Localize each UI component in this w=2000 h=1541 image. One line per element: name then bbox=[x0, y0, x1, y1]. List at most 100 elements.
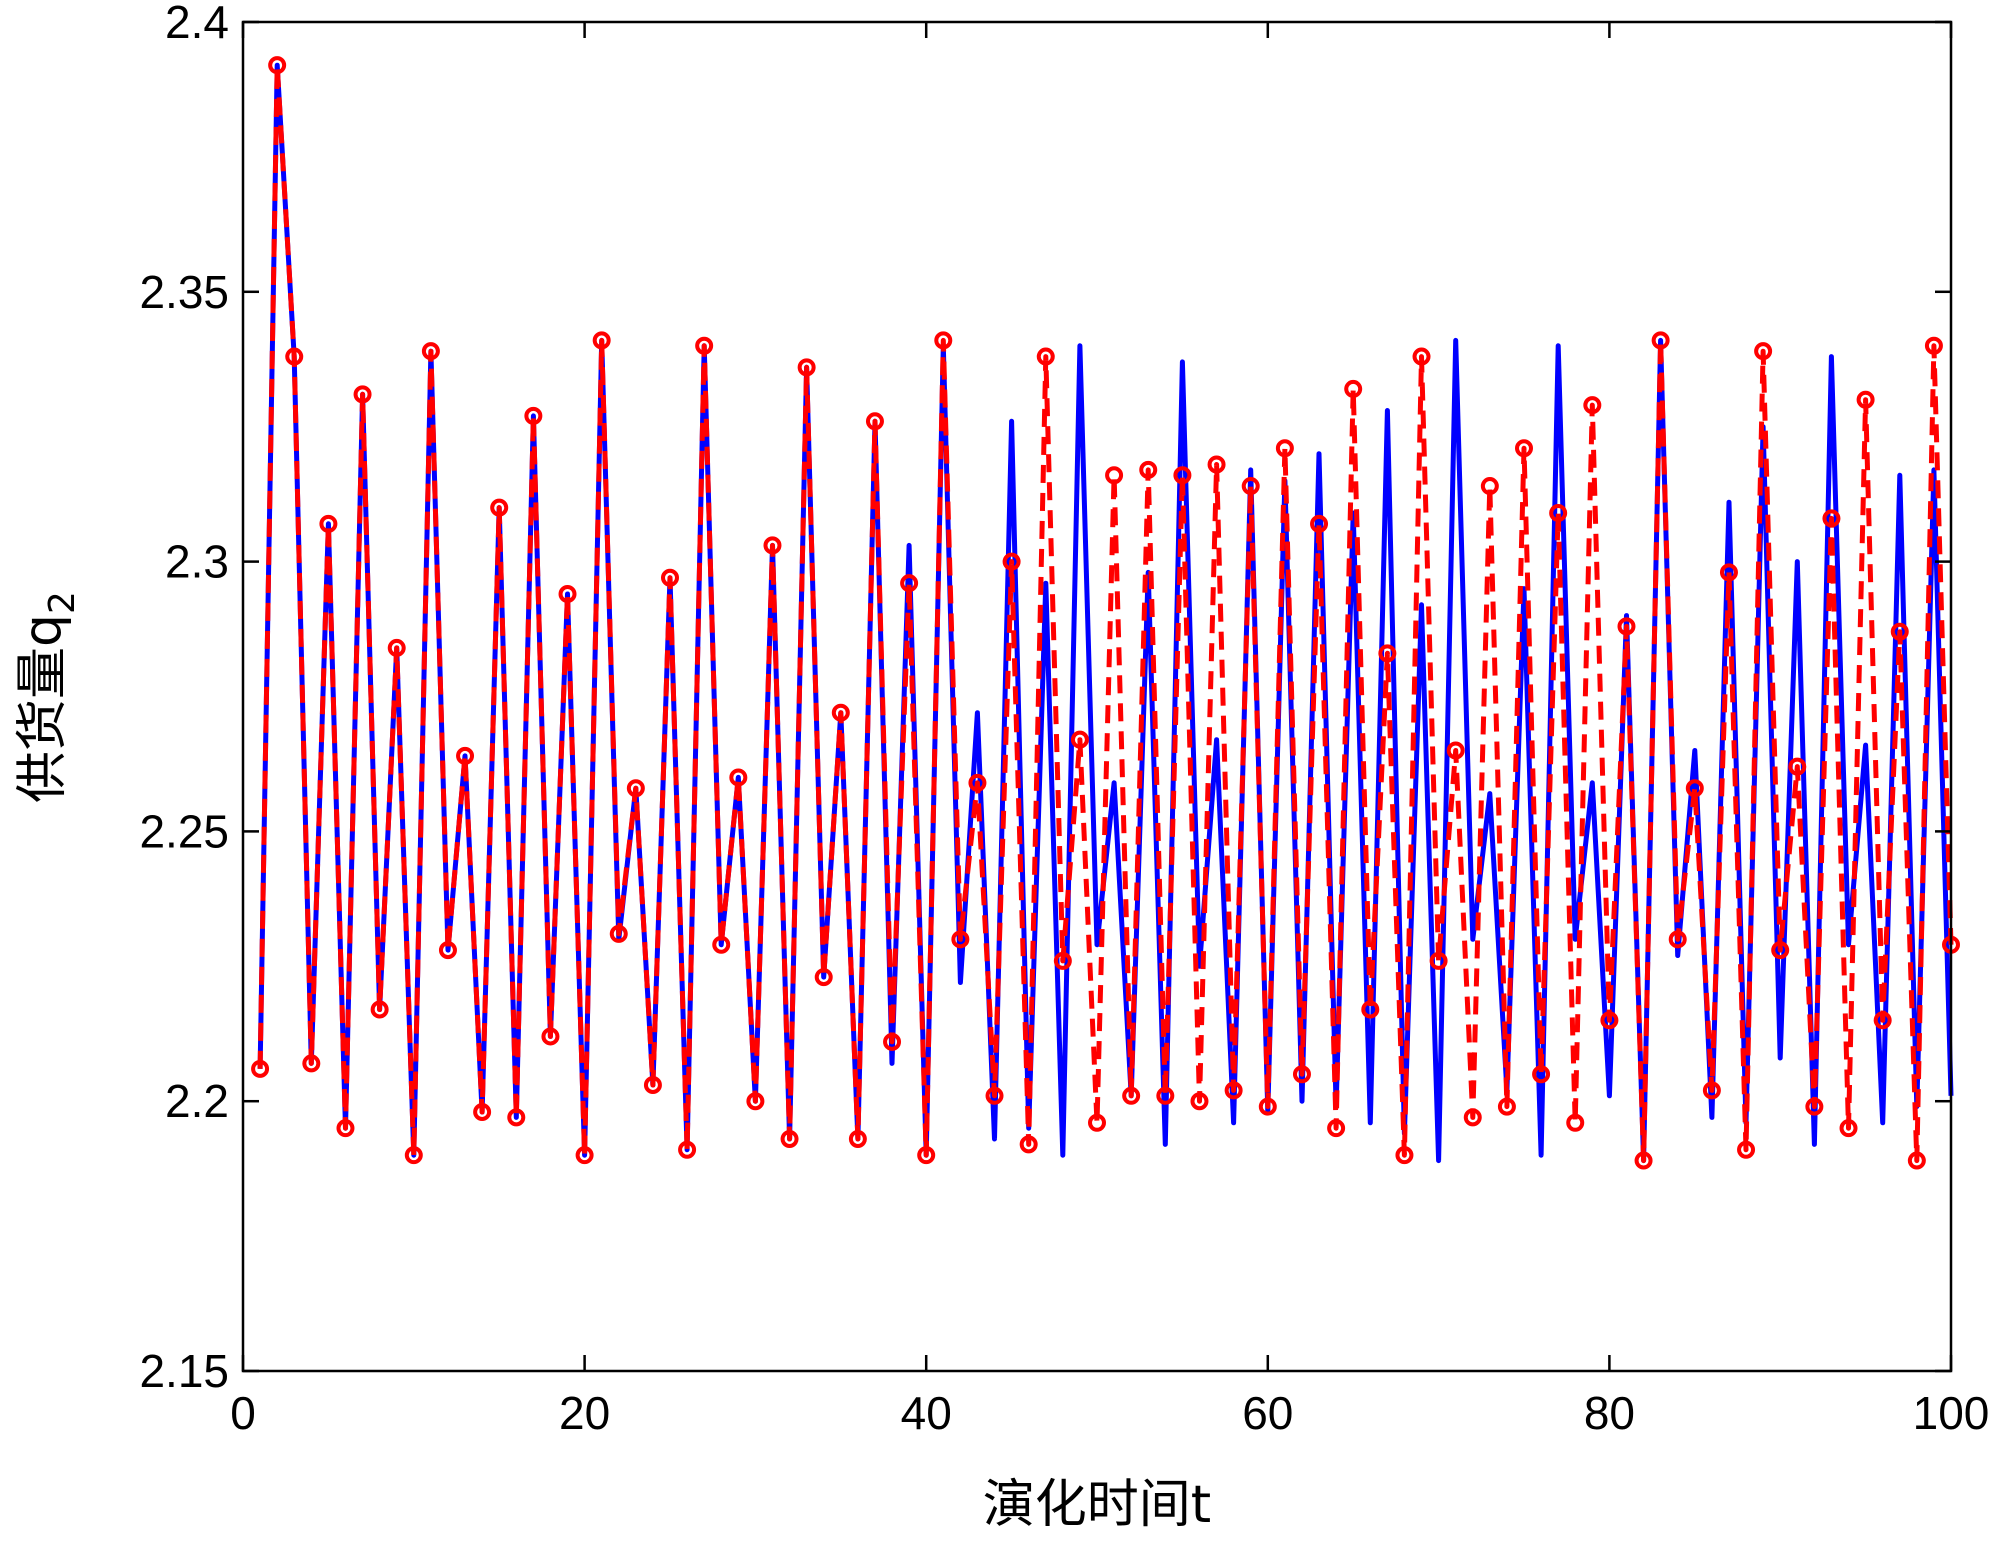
data-point-red-dashed-circles bbox=[336, 1119, 355, 1138]
data-point-red-dashed-circles bbox=[968, 773, 987, 792]
y-axis-label: 供货量q2 bbox=[13, 591, 83, 803]
data-point-red-dashed-circles bbox=[1583, 396, 1602, 415]
data-point-red-dashed-circles bbox=[763, 536, 782, 555]
data-point-red-dashed-circles bbox=[473, 1102, 492, 1121]
data-point-red-dashed-circles bbox=[1480, 477, 1499, 496]
data-point-red-dashed-circles bbox=[814, 968, 833, 987]
data-point-red-dashed-circles bbox=[541, 1027, 560, 1046]
data-point-red-dashed-circles bbox=[1275, 439, 1294, 458]
y-axis: 2.15 2.2 2.25 2.3 2.35 2.4 bbox=[139, 0, 1951, 1397]
data-point-red-dashed-circles bbox=[1344, 379, 1363, 398]
data-point-red-dashed-circles bbox=[797, 358, 816, 377]
data-point-red-dashed-circles bbox=[643, 1076, 662, 1095]
data-point-red-dashed-circles bbox=[1617, 617, 1636, 636]
x-tick-label: 60 bbox=[1242, 1387, 1293, 1439]
data-point-red-dashed-circles bbox=[1139, 460, 1158, 479]
data-point-red-dashed-circles bbox=[1805, 1097, 1824, 1116]
axes-box bbox=[241, 20, 1953, 1373]
data-point-red-dashed-circles bbox=[917, 1146, 936, 1165]
data-point-red-dashed-circles bbox=[1412, 347, 1431, 366]
data-point-red-dashed-circles bbox=[1788, 757, 1807, 776]
data-point-red-dashed-circles bbox=[1719, 563, 1738, 582]
data-point-red-dashed-circles bbox=[1497, 1097, 1516, 1116]
y-axis-label-subscript: 2 bbox=[42, 591, 83, 614]
data-point-red-dashed-circles bbox=[780, 1129, 799, 1148]
data-point-red-dashed-circles bbox=[1822, 509, 1841, 528]
data-point-red-dashed-circles bbox=[661, 568, 679, 587]
data-point-red-dashed-circles bbox=[1907, 1151, 1926, 1170]
data-point-red-dashed-circles bbox=[1207, 455, 1226, 474]
data-point-red-dashed-circles bbox=[507, 1108, 526, 1127]
data-point-red-dashed-circles bbox=[1685, 779, 1704, 798]
plot-area bbox=[243, 22, 1951, 1371]
data-point-red-dashed-circles bbox=[1258, 1097, 1277, 1116]
data-point-red-dashed-circles bbox=[1702, 1081, 1721, 1100]
data-point-red-dashed-circles bbox=[1019, 1135, 1038, 1154]
data-point-red-dashed-circles bbox=[746, 1092, 765, 1111]
data-point-red-dashed-circles bbox=[1378, 644, 1397, 663]
data-point-red-dashed-circles bbox=[490, 498, 509, 517]
data-point-red-dashed-circles bbox=[268, 56, 287, 75]
data-point-red-dashed-circles bbox=[575, 1146, 594, 1165]
data-point-red-dashed-circles bbox=[302, 1054, 321, 1073]
data-point-red-dashed-circles bbox=[387, 638, 406, 657]
data-point-red-dashed-circles bbox=[1446, 741, 1465, 760]
data-point-red-dashed-circles bbox=[1173, 466, 1192, 485]
data-point-red-dashed-circles bbox=[1122, 1086, 1141, 1105]
y-axis-label-text: 供货量 bbox=[13, 647, 73, 803]
y-tick-label: 2.15 bbox=[139, 1345, 229, 1397]
data-point-red-dashed-circles bbox=[900, 574, 919, 593]
data-point-red-dashed-circles bbox=[1292, 1065, 1311, 1084]
data-point-red-dashed-circles bbox=[848, 1129, 867, 1148]
data-point-red-dashed-circles bbox=[1156, 1086, 1175, 1105]
data-point-red-dashed-circles bbox=[353, 385, 372, 404]
data-point-red-dashed-circles bbox=[883, 1032, 902, 1051]
data-point-red-dashed-circles bbox=[1549, 504, 1568, 523]
data-point-red-dashed-circles bbox=[1002, 552, 1021, 571]
data-point-red-dashed-circles bbox=[1737, 1140, 1756, 1159]
data-point-red-dashed-circles bbox=[438, 941, 457, 960]
data-point-red-dashed-circles bbox=[421, 342, 440, 361]
data-point-red-dashed-circles bbox=[985, 1086, 1004, 1105]
y-tick-label: 2.3 bbox=[165, 536, 229, 588]
data-point-red-dashed-circles bbox=[1515, 439, 1533, 458]
data-point-red-dashed-circles bbox=[1088, 1113, 1106, 1132]
data-point-red-dashed-circles bbox=[865, 412, 884, 431]
data-point-red-dashed-circles bbox=[370, 1000, 389, 1019]
data-point-red-dashed-circles bbox=[626, 779, 645, 798]
data-point-red-dashed-circles bbox=[592, 331, 611, 350]
x-tick-label: 0 bbox=[230, 1387, 256, 1439]
data-point-red-dashed-circles bbox=[1771, 941, 1790, 960]
data-point-red-dashed-circles bbox=[1327, 1119, 1346, 1138]
x-tick-label: 40 bbox=[901, 1387, 952, 1439]
data-point-red-dashed-circles bbox=[729, 768, 748, 787]
data-point-red-dashed-circles bbox=[1190, 1092, 1209, 1111]
y-tick-label: 2.4 bbox=[165, 0, 229, 48]
data-point-red-dashed-circles bbox=[1839, 1119, 1858, 1138]
data-point-red-dashed-circles bbox=[695, 336, 714, 355]
data-point-red-dashed-circles bbox=[1036, 347, 1055, 366]
x-tick-label: 20 bbox=[559, 1387, 610, 1439]
y-tick-label: 2.2 bbox=[165, 1075, 229, 1127]
x-tick-label: 100 bbox=[1913, 1387, 1990, 1439]
data-point-red-dashed-circles bbox=[1395, 1146, 1414, 1165]
y-tick-label: 2.25 bbox=[139, 805, 229, 857]
data-point-red-dashed-circles bbox=[1634, 1151, 1653, 1170]
data-point-red-dashed-circles bbox=[1224, 1081, 1243, 1100]
x-axis-label: 演化时间t bbox=[983, 1475, 1211, 1535]
data-point-red-dashed-circles bbox=[404, 1146, 423, 1165]
x-tick-label: 80 bbox=[1584, 1387, 1635, 1439]
data-point-red-dashed-circles bbox=[712, 935, 731, 954]
data-point-red-dashed-circles bbox=[1361, 1000, 1380, 1019]
data-point-red-dashed-circles bbox=[285, 347, 304, 366]
data-point-red-dashed-circles bbox=[1429, 951, 1448, 970]
y-tick-label: 2.35 bbox=[139, 266, 229, 318]
data-point-red-dashed-circles bbox=[1105, 466, 1124, 485]
data-point-red-dashed-circles bbox=[1668, 930, 1687, 949]
data-point-red-dashed-circles bbox=[456, 746, 475, 765]
data-point-red-dashed-circles bbox=[934, 331, 953, 350]
data-point-red-dashed-circles bbox=[831, 703, 850, 722]
data-point-red-dashed-circles bbox=[1890, 622, 1909, 641]
data-point-red-dashed-circles bbox=[251, 1059, 270, 1078]
